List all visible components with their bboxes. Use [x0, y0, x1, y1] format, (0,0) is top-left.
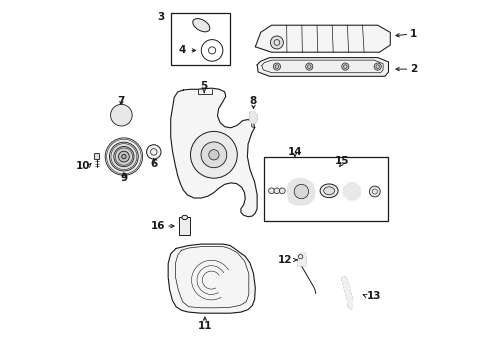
Circle shape	[190, 131, 237, 178]
Circle shape	[368, 186, 380, 197]
Circle shape	[273, 188, 279, 194]
Polygon shape	[168, 244, 255, 313]
Circle shape	[118, 151, 129, 162]
FancyBboxPatch shape	[263, 157, 387, 221]
Polygon shape	[170, 88, 257, 217]
FancyBboxPatch shape	[179, 217, 190, 235]
Circle shape	[114, 108, 128, 122]
Circle shape	[109, 142, 138, 171]
Circle shape	[208, 150, 219, 160]
Polygon shape	[297, 253, 305, 266]
Circle shape	[117, 111, 125, 120]
Polygon shape	[343, 183, 360, 200]
Text: 5: 5	[200, 81, 207, 91]
Circle shape	[294, 184, 308, 199]
Text: 12: 12	[277, 255, 291, 265]
Text: 8: 8	[249, 96, 257, 106]
FancyBboxPatch shape	[170, 13, 230, 65]
Text: 4: 4	[178, 45, 185, 55]
Circle shape	[341, 63, 348, 70]
Ellipse shape	[182, 215, 187, 220]
FancyBboxPatch shape	[94, 153, 99, 159]
Polygon shape	[255, 25, 389, 52]
Circle shape	[270, 36, 283, 49]
Ellipse shape	[192, 19, 209, 32]
Circle shape	[373, 63, 381, 70]
Ellipse shape	[323, 187, 334, 195]
Text: 7: 7	[118, 96, 125, 106]
Text: 15: 15	[334, 156, 348, 166]
Text: 9: 9	[120, 173, 127, 183]
Ellipse shape	[320, 184, 337, 198]
Circle shape	[122, 154, 126, 159]
Text: 13: 13	[366, 291, 381, 301]
Text: 3: 3	[157, 12, 164, 22]
Text: 14: 14	[287, 147, 302, 157]
Text: 11: 11	[197, 321, 212, 331]
Circle shape	[105, 138, 142, 175]
Polygon shape	[286, 178, 314, 205]
Text: 1: 1	[409, 29, 416, 39]
Text: 6: 6	[150, 159, 157, 169]
Polygon shape	[257, 58, 387, 76]
Circle shape	[268, 188, 274, 194]
Polygon shape	[341, 276, 352, 309]
Text: 16: 16	[150, 221, 165, 231]
Polygon shape	[249, 112, 257, 123]
Circle shape	[305, 63, 312, 70]
Circle shape	[146, 145, 161, 159]
Circle shape	[279, 188, 285, 194]
Circle shape	[110, 104, 132, 126]
Circle shape	[273, 63, 280, 70]
Text: 10: 10	[76, 161, 90, 171]
Circle shape	[201, 142, 226, 168]
Text: 2: 2	[409, 64, 416, 74]
Circle shape	[114, 147, 134, 167]
